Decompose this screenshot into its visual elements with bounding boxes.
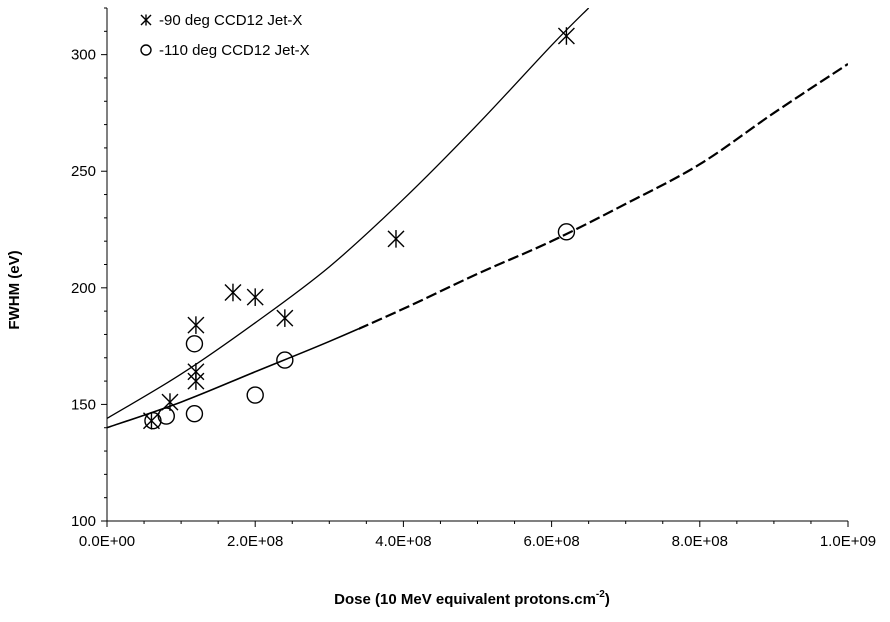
- fit-line-1-solid: [107, 327, 359, 429]
- y-tick-label: 250: [71, 163, 96, 180]
- y-axis-title: FWHM (eV): [6, 250, 23, 329]
- y-tick-label: 100: [71, 513, 96, 530]
- y-tick-label: 300: [71, 47, 96, 64]
- x-axis-title-suffix: ): [605, 591, 610, 608]
- data-point-circle: [276, 351, 294, 369]
- data-point-circle: [185, 405, 204, 423]
- legend-label: -90 deg CCD12 Jet-X: [159, 12, 302, 29]
- data-point-circle: [144, 412, 162, 430]
- x-tick-label: 8.0E+08: [672, 533, 728, 550]
- data-point-circle: [185, 335, 204, 353]
- data-point-circle: [557, 223, 576, 241]
- fit-lines: [107, 8, 848, 429]
- x-tick-label: 6.0E+08: [523, 533, 579, 550]
- x-axis-title-main: Dose (10 MeV equivalent protons.cm: [334, 591, 596, 608]
- x-tick-label: 0.0E+00: [79, 533, 135, 550]
- x-tick-label: 1.0E+09: [820, 533, 876, 550]
- legend-marker-circle: [140, 44, 152, 56]
- data-point-asterisk: [224, 283, 242, 302]
- fit-line-1-dashed: [358, 63, 848, 330]
- data-point-asterisk: [187, 372, 205, 390]
- legend-marker-asterisk: [140, 14, 152, 26]
- data-point-asterisk: [276, 309, 294, 327]
- x-axis-title: Dose (10 MeV equivalent protons.cm-2): [334, 589, 610, 608]
- data-point-circle: [246, 386, 264, 404]
- x-axis-title-superscript: -2: [596, 589, 605, 600]
- legend: -90 deg CCD12 Jet-X -110 deg CCD12 Jet-X: [140, 12, 310, 59]
- data-points: [142, 27, 576, 430]
- data-point-asterisk: [246, 288, 264, 306]
- data-point-asterisk: [557, 27, 575, 45]
- axes: 100 150 200 250 300 0.0E+00 2.0E+08 4.0E+08 6.0E…: [71, 7, 876, 550]
- legend-label: -110 deg CCD12 Jet-X: [159, 42, 310, 59]
- data-point-asterisk: [187, 316, 205, 334]
- data-point-asterisk: [387, 230, 405, 248]
- x-tick-label: 4.0E+08: [375, 533, 431, 550]
- y-tick-label: 150: [71, 396, 96, 413]
- y-tick-label: 200: [71, 280, 96, 297]
- data-point-circle: [157, 407, 175, 425]
- fit-line-0: [107, 8, 590, 419]
- data-point-asterisk: [161, 393, 179, 411]
- x-tick-label: 2.0E+08: [227, 533, 283, 550]
